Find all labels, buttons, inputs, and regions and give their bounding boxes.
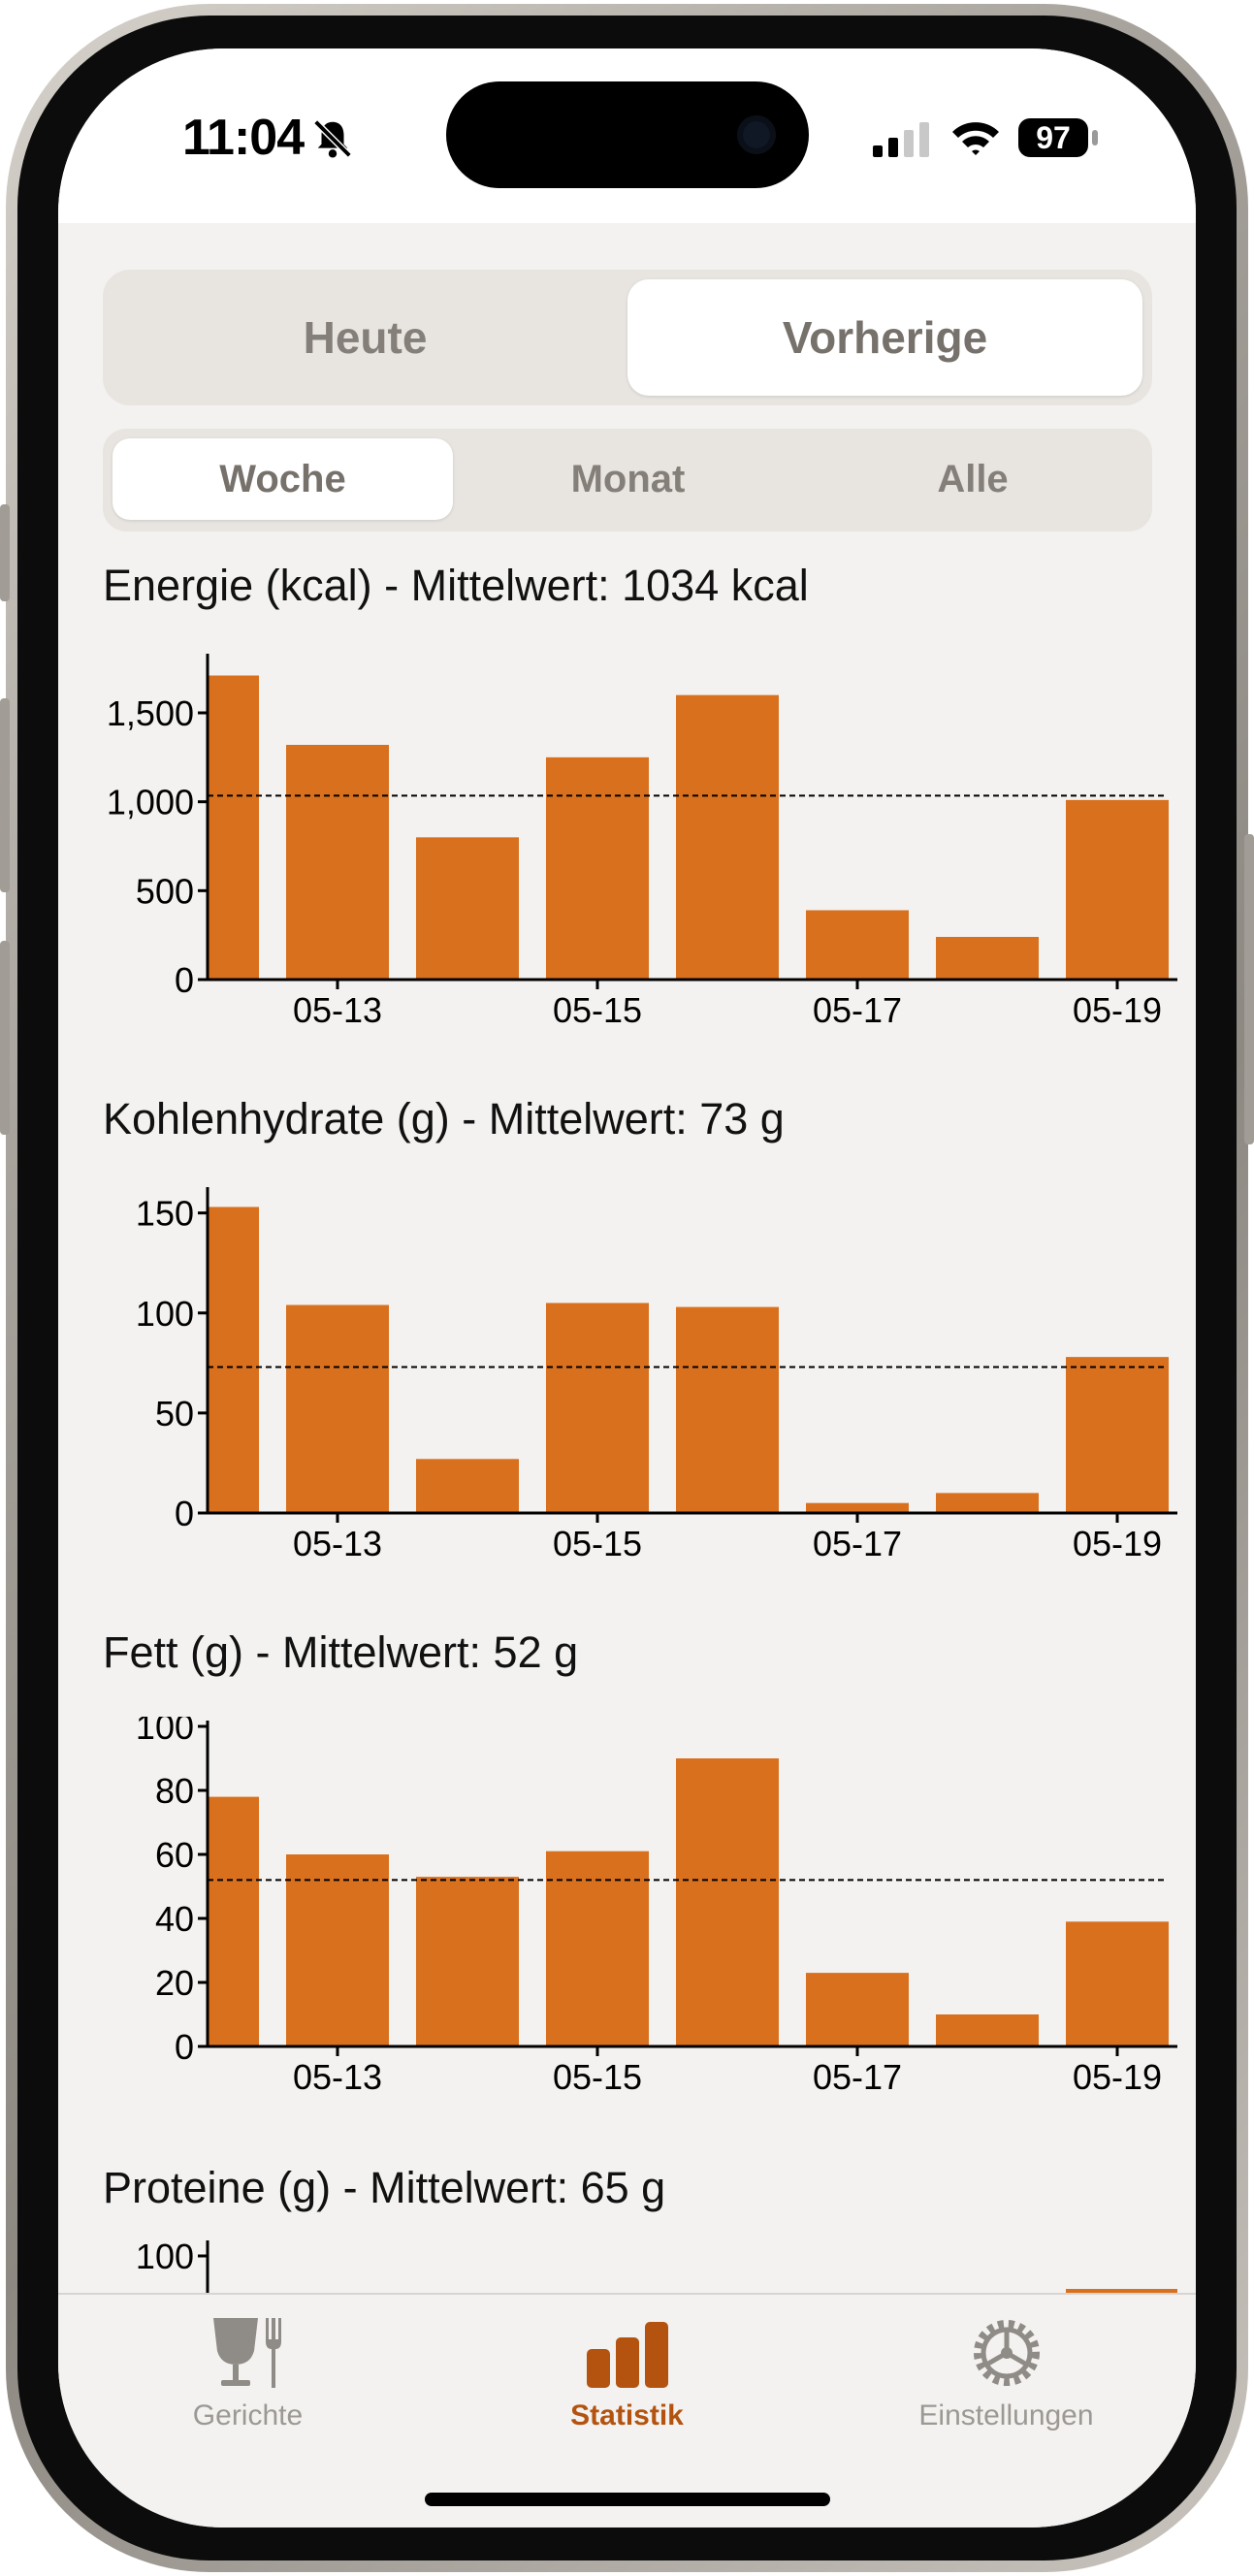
bar-05-18 xyxy=(936,2014,1039,2046)
bar-chart-icon xyxy=(586,2322,668,2388)
fat-chart: 0 20 40 60 80 100 05-13 05-15 05-17 05-19 xyxy=(136,1717,1177,2097)
bar-05-15 xyxy=(546,1303,649,1513)
carbs-chart-title: Kohlenhydrate (g) - Mittelwert: 73 g xyxy=(103,1094,785,1143)
y-tick-label: 0 xyxy=(175,1494,194,1533)
tab-gerichte-label: Gerichte xyxy=(192,2399,304,2431)
y-tick-label: 0 xyxy=(175,2027,194,2067)
y-tick-label: 40 xyxy=(155,1899,194,1939)
bar-05-19 xyxy=(1066,1357,1169,1513)
y-tick-label: 0 xyxy=(175,960,194,1000)
tab-einstellungen[interactable]: Einstellungen xyxy=(817,2295,1196,2440)
protein-chart-title: Proteine (g) - Mittelwert: 65 g xyxy=(103,2163,666,2212)
bar-05-17 xyxy=(806,1973,909,2046)
x-tick-label: 05-17 xyxy=(813,2057,902,2097)
period-selector: Woche Monat Alle xyxy=(103,429,1152,531)
home-indicator xyxy=(425,2493,830,2506)
x-tick-label: 05-19 xyxy=(1073,990,1162,1030)
x-tick-label: 05-13 xyxy=(293,2057,382,2097)
mute-switch xyxy=(0,504,10,601)
y-tick-label: 1,500 xyxy=(107,693,194,733)
tab-gerichte[interactable]: Gerichte xyxy=(58,2295,437,2440)
x-tick-label: 05-19 xyxy=(1073,2057,1162,2097)
day-selector: Heute Vorherige xyxy=(103,270,1152,405)
y-tick-label: 50 xyxy=(155,1394,194,1433)
x-tick-label: 05-19 xyxy=(1073,1524,1162,1563)
bar-05-16 xyxy=(676,1306,779,1513)
bar-05-14 xyxy=(416,837,519,980)
fat-chart-title: Fett (g) - Mittelwert: 52 g xyxy=(103,1627,579,1677)
battery-indicator: 97 xyxy=(1018,118,1088,157)
y-tick-label: 100 xyxy=(136,1717,194,1747)
bar-05-17 xyxy=(806,910,909,980)
y-tick-label: 100 xyxy=(136,2240,194,2276)
cellular-signal-icon xyxy=(873,122,929,157)
power-button xyxy=(1244,834,1254,1144)
x-tick-label: 05-17 xyxy=(813,1524,902,1563)
bar-05-13 xyxy=(286,745,389,980)
x-tick-label: 05-15 xyxy=(553,1524,642,1563)
tab-heute[interactable]: Heute xyxy=(303,312,428,363)
y-tick-label: 150 xyxy=(136,1194,194,1234)
bar-05-17 xyxy=(806,1502,909,1513)
y-tick-label: 60 xyxy=(155,1835,194,1875)
volume-down-button xyxy=(0,941,10,1135)
tab-statistik[interactable]: Statistik xyxy=(437,2295,817,2440)
bar-05-18 xyxy=(936,937,1039,980)
tab-vorherige[interactable]: Vorherige xyxy=(627,279,1142,396)
volume-up-button xyxy=(0,698,10,892)
bar-05-16 xyxy=(676,1758,779,2046)
bell-slash-icon xyxy=(313,119,352,158)
screen: 11:04 97 Heute Vorherige Woche Monat xyxy=(58,48,1196,2528)
tab-statistik-label: Statistik xyxy=(570,2399,684,2431)
bar-05-13 xyxy=(286,1304,389,1513)
bar-05-14 xyxy=(416,1459,519,1513)
bar-05-13 xyxy=(286,1854,389,2046)
tab-einstellungen-label: Einstellungen xyxy=(918,2399,1094,2431)
tab-bar: Gerichte Statistik Einstellun xyxy=(58,2293,1196,2528)
status-bar: 11:04 97 xyxy=(58,48,1196,223)
gear-icon xyxy=(973,2320,1040,2386)
bar-05-12 xyxy=(208,1796,259,2046)
bar-05-14 xyxy=(416,1877,519,2046)
dynamic-island xyxy=(446,81,809,188)
tab-alle[interactable]: Alle xyxy=(937,458,1009,500)
bar-05-16 xyxy=(676,694,779,980)
status-time: 11:04 xyxy=(182,110,305,166)
y-tick-label: 1,000 xyxy=(107,783,194,822)
x-tick-label: 05-13 xyxy=(293,990,382,1030)
bar-05-19 xyxy=(1066,1921,1169,2046)
bar-05-12 xyxy=(208,1207,259,1513)
energy-chart: 0 500 1,000 1,500 05-13 05-15 05-17 05-19 xyxy=(107,654,1177,1030)
x-tick-label: 05-15 xyxy=(553,990,642,1030)
x-tick-label: 05-13 xyxy=(293,1524,382,1563)
battery-tip xyxy=(1092,130,1098,145)
y-tick-label: 100 xyxy=(136,1294,194,1334)
tab-monat[interactable]: Monat xyxy=(570,458,686,500)
y-tick-label: 20 xyxy=(155,1963,194,2003)
bar-05-15 xyxy=(546,757,649,980)
x-tick-label: 05-15 xyxy=(553,2057,642,2097)
energy-chart-title: Energie (kcal) - Mittelwert: 1034 kcal xyxy=(103,561,809,610)
bar-05-12 xyxy=(208,675,259,980)
bar-05-19 xyxy=(1066,799,1169,980)
bar-05-18 xyxy=(936,1493,1039,1513)
camera-icon xyxy=(737,115,776,154)
x-tick-label: 05-17 xyxy=(813,990,902,1030)
wifi-icon xyxy=(952,122,999,155)
carbs-chart: 0 50 100 150 05-13 05-15 05-17 05-19 xyxy=(136,1187,1177,1563)
y-tick-label: 500 xyxy=(136,871,194,911)
bar-05-15 xyxy=(546,1851,649,2046)
cutlery-glass-icon xyxy=(212,2318,281,2388)
tab-woche[interactable]: Woche xyxy=(113,438,453,520)
y-tick-label: 80 xyxy=(155,1771,194,1811)
